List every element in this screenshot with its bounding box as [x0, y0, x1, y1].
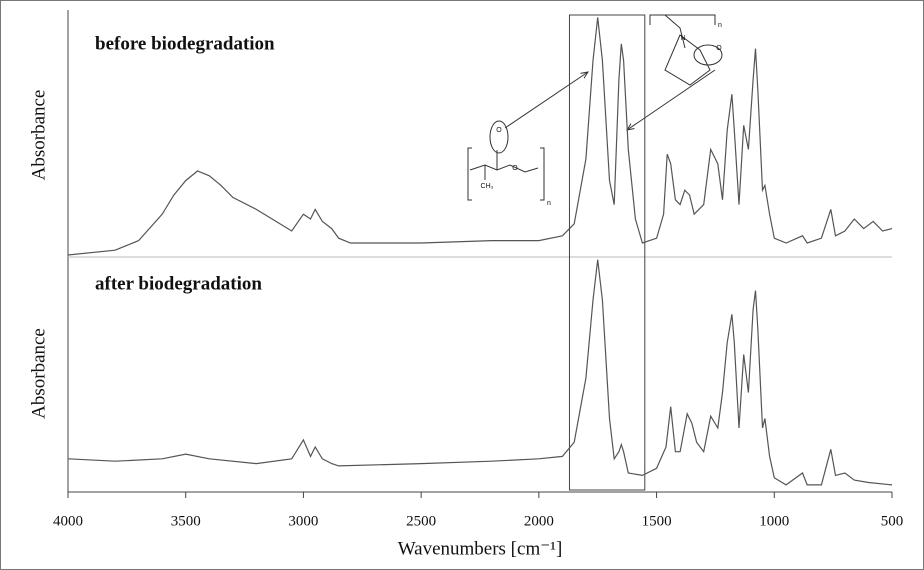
atom-label: n [718, 22, 722, 29]
x-tick-label: 1500 [642, 513, 672, 529]
spectrum [67, 17, 893, 256]
circle [489, 120, 509, 154]
highlight-box [568, 14, 646, 491]
atom-label: O [716, 45, 722, 52]
atom-label: CH₃ [481, 183, 494, 190]
bond [469, 150, 539, 180]
atom-label: O [496, 127, 502, 134]
circle [693, 44, 723, 66]
x-tick-label: 4000 [53, 513, 83, 529]
atom-label: N [680, 35, 685, 42]
x-axis-label: Wavenumbers [cm⁻¹] [398, 538, 563, 559]
x-tick-label: 3000 [288, 513, 318, 529]
x-tick-label: 500 [881, 513, 904, 529]
panel-title: after biodegradation [95, 273, 262, 294]
x-tick-label: 2000 [524, 513, 554, 529]
atom-label: n [547, 200, 551, 207]
y-axis-label: Absorbance [28, 328, 49, 419]
spectrum [67, 259, 893, 486]
x-tick-label: 1000 [759, 513, 789, 529]
x-tick-label: 3500 [171, 513, 201, 529]
bracket [467, 147, 545, 201]
atom-label: O [512, 165, 518, 172]
arrow [627, 69, 716, 130]
x-tick-label: 2500 [406, 513, 436, 529]
bond [649, 14, 716, 86]
arrow [504, 72, 588, 129]
y-axis-label: Absorbance [28, 90, 49, 181]
structures: O O CH₃ n N n O [467, 14, 723, 207]
panel-title: before biodegradation [95, 33, 275, 54]
